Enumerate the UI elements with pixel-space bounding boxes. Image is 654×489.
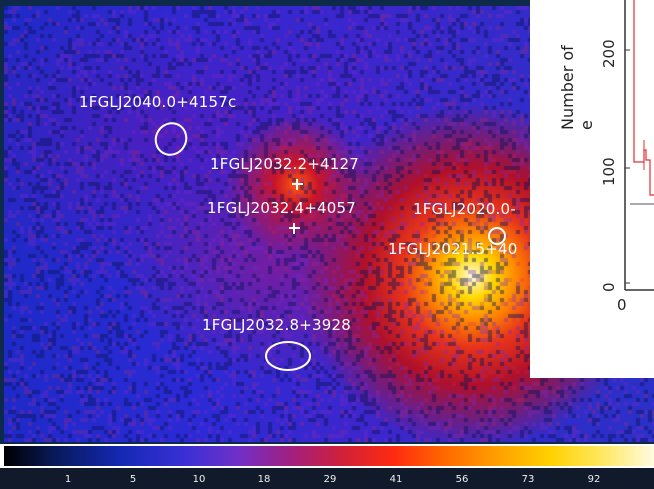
inset-histogram: Number of e 200 100 0 0 [530,0,654,378]
error-circle-4 [488,227,506,245]
inset-ytick-label-200: 200 [600,39,618,68]
source-label-4: 1FGLJ2020.0- [413,200,516,218]
colorbar-tick: 1 [64,474,72,485]
source-label-3: 1FGLJ2032.4+4057 [207,199,357,217]
colorbar [4,446,654,466]
error-ellipse-6 [265,341,311,371]
colorbar-tick: 5 [129,474,137,485]
source-label-5: 1FGLJ2021.5+40 [388,240,518,258]
colorbar-tick: 41 [389,474,403,485]
colorbar-tick: 10 [192,474,206,485]
source-label-2: 1FGLJ2032.2+4127 [210,155,360,173]
colorbar-tick-strip [0,468,654,489]
inset-ytick-label-0: 0 [600,282,618,292]
source-label-6: 1FGLJ2032.8+3928 [202,316,352,334]
inset-xtick-label-0: 0 [617,296,627,314]
colorbar-tick: 29 [323,474,337,485]
inset-ytick-label-100: 100 [600,157,618,186]
error-ellipse-1 [154,122,188,156]
colorbar-tick: 73 [521,474,535,485]
inset-ylabel: Number of e [558,45,596,130]
colorbar-tick: 92 [587,474,601,485]
colorbar-tick: 18 [257,474,271,485]
cross-marker-2 [292,179,303,190]
inset-histogram-curve [633,0,654,196]
inset-plot [624,0,654,291]
source-label-1: 1FGLJ2040.0+4157c [79,93,237,111]
colorbar-tick: 56 [455,474,469,485]
cross-marker-3 [289,223,300,234]
